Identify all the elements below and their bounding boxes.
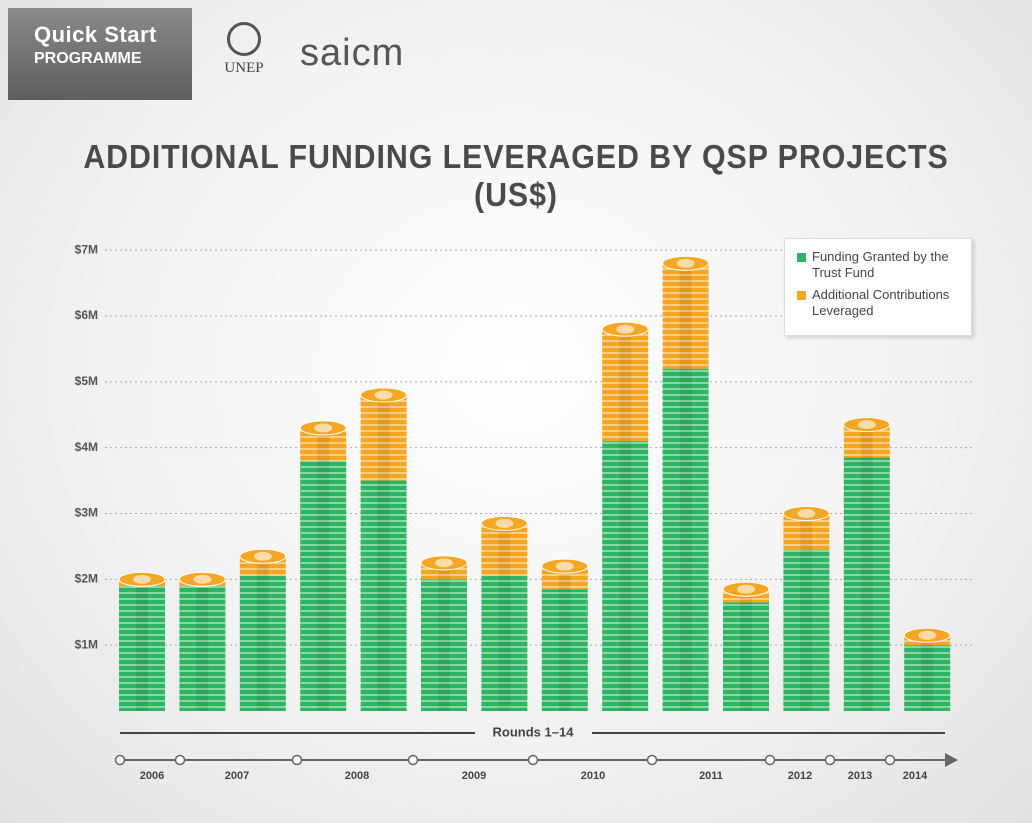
coin-face (374, 390, 393, 400)
timeline-node (527, 754, 539, 766)
coin-face (495, 518, 514, 528)
year-label: 2008 (345, 770, 369, 782)
y-tick-label: $2M (75, 572, 98, 586)
bar-shade (136, 585, 148, 711)
bar-shade (377, 480, 390, 711)
timeline-node (114, 754, 126, 766)
bar-shade (619, 329, 632, 442)
bar-segment (119, 585, 165, 711)
saicm-logo: saicm (300, 32, 405, 74)
bar-shade (317, 460, 330, 711)
bar-segment (179, 585, 226, 711)
bar-shade (800, 549, 813, 711)
bar-segment (239, 576, 286, 711)
timeline-label: Rounds 1–14 (493, 724, 575, 739)
timeline-node (291, 754, 303, 766)
bar-segment (723, 602, 769, 711)
y-tick-label: $7M (75, 242, 98, 256)
bar-shade (438, 579, 450, 711)
y-tick-label: $4M (75, 440, 98, 454)
bar-segment (602, 441, 649, 711)
year-label: 2009 (462, 770, 486, 782)
timeline-node (174, 754, 186, 766)
bar-shade (196, 585, 209, 711)
y-tick-label: $6M (75, 308, 98, 322)
badge: Quick Start PROGRAMME (8, 8, 192, 100)
bar-segment (602, 329, 649, 442)
legend-swatch (797, 291, 806, 300)
logo-text: UNEP (224, 60, 264, 76)
coin-face (797, 509, 816, 518)
bar-segment (421, 579, 467, 711)
chart-title: ADDITIONAL FUNDING LEVERAGED BY QSP PROJ… (83, 138, 949, 213)
coin-face (616, 324, 635, 334)
legend: Funding Granted by the Trust Fund Additio… (784, 238, 972, 336)
badge-line1: Quick Start (34, 22, 157, 47)
coin-face (918, 630, 937, 640)
year-label: 2012 (788, 770, 812, 782)
year-label: 2014 (903, 770, 928, 782)
bar-shade (740, 602, 752, 711)
bar-segment (843, 457, 890, 711)
legend-entry: Additional Contributions Leveraged (797, 287, 961, 319)
bar-shade (498, 523, 511, 577)
timeline-node (407, 754, 419, 766)
bar-shade (921, 645, 934, 711)
coin-face (857, 420, 876, 430)
bar-shade (619, 441, 632, 711)
bar-segment (481, 576, 528, 711)
coin-face (253, 551, 272, 561)
bar-shade (679, 263, 692, 369)
bar-shade (860, 424, 873, 458)
legend-label: Additional Contributions Leveraged (812, 287, 950, 318)
timeline-node (824, 754, 836, 766)
year-label: 2007 (225, 770, 249, 782)
y-tick-label: $3M (75, 506, 98, 520)
y-tick-label: $1M (75, 637, 98, 651)
legend-label: Funding Granted by the Trust Fund (812, 249, 949, 280)
bar-segment (481, 523, 528, 577)
coin-face (133, 574, 151, 584)
year-label: 2013 (848, 770, 872, 782)
logo-icon (227, 22, 261, 56)
coin-face (314, 423, 333, 433)
year-label: 2006 (140, 770, 164, 782)
bar-segment (783, 549, 830, 711)
bar-segment (541, 589, 588, 711)
bar-shade (377, 395, 390, 481)
coin-face (676, 258, 695, 268)
legend-entry: Funding Granted by the Trust Fund (797, 249, 961, 281)
badge-line2: PROGRAMME (34, 50, 142, 67)
timeline-node (764, 754, 776, 766)
coin-face (193, 574, 212, 584)
bar-shade (317, 427, 330, 461)
y-tick-label: $5M (75, 374, 98, 388)
coin-face (435, 558, 453, 568)
unep-logo: UNEP (214, 22, 274, 77)
coin-face (737, 584, 755, 594)
bar-segment (662, 368, 709, 711)
bar-shade (860, 457, 873, 711)
timeline-node (884, 754, 896, 766)
bar-shade (800, 513, 813, 550)
bar-shade (498, 576, 511, 711)
year-label: 2010 (581, 770, 605, 782)
bar-segment (662, 263, 709, 369)
bar-segment (300, 460, 347, 711)
bar-segment (360, 395, 407, 481)
timeline-node (646, 754, 658, 766)
bar-segment (360, 480, 407, 711)
bar-segment (904, 645, 951, 711)
bar-shade (679, 368, 692, 711)
coin-face (555, 561, 574, 571)
bar-shade (558, 589, 571, 711)
arrow (945, 753, 958, 767)
bar-shade (256, 576, 269, 711)
legend-swatch (797, 253, 806, 262)
year-label: 2011 (699, 770, 723, 782)
